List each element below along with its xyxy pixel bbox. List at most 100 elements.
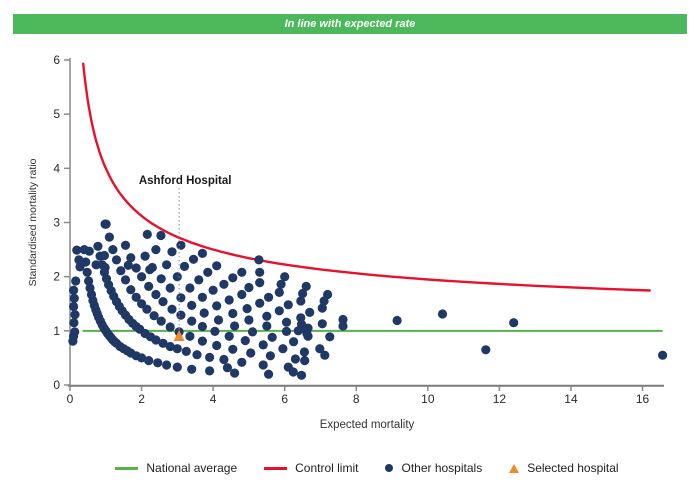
hospital-point [131, 292, 141, 302]
legend-item-other-hospitals: Other hospitals [385, 461, 482, 475]
hospital-point [158, 338, 168, 348]
hospital-point [197, 336, 207, 346]
hospital-point [325, 332, 335, 342]
hospital-point [338, 321, 348, 331]
hospital-point [140, 251, 150, 261]
hospital-point [95, 251, 105, 261]
hospital-point [254, 255, 264, 265]
hospital-point [280, 272, 290, 282]
hospital-point [281, 317, 292, 327]
hospital-point [437, 309, 448, 319]
hospital-point [147, 262, 157, 273]
hospital-point [104, 232, 114, 242]
hospital-point [176, 240, 186, 250]
hospital-point [222, 363, 232, 373]
x-axis-title: Expected mortality [320, 419, 415, 431]
hospital-point [212, 261, 222, 271]
hospital-point [230, 321, 240, 331]
hospital-point [69, 293, 79, 303]
hospital-point [108, 245, 118, 255]
hospital-point [240, 336, 250, 346]
hospital-point [296, 296, 306, 306]
y-tick-label: 0 [53, 378, 60, 392]
hospital-point [205, 366, 215, 376]
hospital-point [262, 311, 272, 321]
hospital-point [392, 315, 402, 326]
y-tick-label: 6 [53, 53, 60, 67]
hospital-point [151, 289, 161, 300]
hospital-point [126, 253, 136, 263]
x-tick-label: 2 [138, 392, 145, 406]
hospital-point [69, 318, 79, 328]
banner: In line with expected rate [13, 14, 687, 34]
hospital-point [192, 350, 202, 360]
hospital-point [317, 303, 327, 313]
hospital-point [199, 308, 209, 318]
legend-label: Control limit [295, 461, 359, 475]
hospital-point [213, 315, 224, 325]
hospital-point [247, 327, 258, 337]
hospital-point [237, 357, 247, 367]
hospital-point [300, 356, 310, 366]
legend: National average Control limit Other hos… [70, 459, 664, 477]
y-tick-label: 5 [53, 107, 60, 121]
hospital-point [187, 300, 197, 310]
other-hospitals-dot-swatch [385, 464, 394, 472]
hospital-point [274, 287, 284, 297]
hospital-point [172, 362, 182, 372]
legend-item-selected-hospital: Selected hospital [509, 461, 619, 475]
hospital-point [82, 267, 92, 277]
control-limit-line-swatch [264, 466, 288, 470]
hospital-point [264, 369, 274, 379]
hospital-point [93, 241, 103, 251]
legend-label: Other hospitals [401, 461, 483, 475]
hospital-point [244, 315, 254, 325]
hospital-point [210, 326, 220, 336]
legend-label: National average [146, 461, 238, 475]
hospital-point [137, 272, 147, 282]
annotation-label: Ashford Hospital [139, 175, 232, 187]
hospital-point [290, 354, 300, 364]
hospital-point [156, 316, 166, 326]
x-tick-label: 14 [564, 392, 578, 406]
hospital-point [317, 319, 327, 329]
hospital-point [70, 310, 80, 320]
hospital-point [283, 300, 293, 310]
hospital-point [84, 276, 94, 286]
hospital-point [151, 245, 161, 255]
hospital-point [298, 288, 308, 299]
x-tick-label: 6 [281, 392, 288, 406]
hospital-point [288, 367, 298, 377]
hospital-point [167, 304, 177, 314]
hospital-point [165, 341, 175, 352]
hospital-point [237, 267, 247, 277]
hospital-point [97, 260, 107, 270]
hospital-point [156, 274, 166, 284]
x-tick-label: 16 [636, 392, 650, 406]
hospital-point [144, 356, 154, 366]
hospital-point [219, 279, 229, 289]
hospital-point [72, 245, 82, 255]
hospital-point [262, 321, 272, 331]
hospital-point [274, 306, 284, 316]
legend-item-national-average: National average [115, 461, 237, 475]
hospital-point [278, 344, 288, 354]
y-tick-label: 2 [53, 270, 60, 284]
x-tick-label: 10 [421, 392, 435, 406]
x-tick-label: 12 [493, 392, 507, 406]
hospital-point [203, 267, 213, 277]
x-tick-label: 4 [210, 392, 217, 406]
hospital-point [162, 260, 172, 270]
hospital-point [151, 335, 161, 345]
hospital-point [228, 344, 238, 354]
hospital-point [153, 358, 163, 368]
selected-hospital-triangle-swatch [509, 463, 520, 473]
hospital-point [197, 321, 207, 332]
hospital-point [172, 344, 182, 354]
hospital-point [658, 350, 668, 360]
hospital-point [176, 310, 186, 320]
hospital-point [165, 283, 175, 293]
hospital-point [144, 281, 154, 291]
hospital-point [156, 230, 166, 241]
